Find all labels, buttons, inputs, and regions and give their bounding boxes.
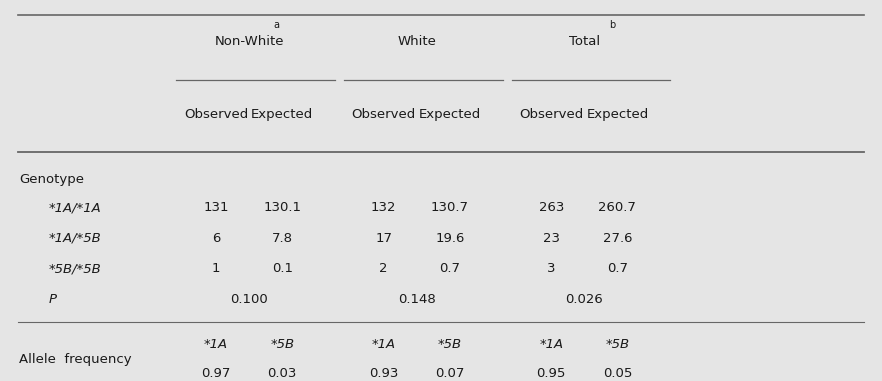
Text: 130.1: 130.1 — [263, 201, 302, 214]
Text: *5B: *5B — [270, 338, 295, 351]
Text: 6: 6 — [212, 232, 220, 245]
Text: 131: 131 — [204, 201, 228, 214]
Text: *5B/*5B: *5B/*5B — [49, 262, 101, 275]
Text: 0.07: 0.07 — [435, 367, 465, 380]
Text: Total: Total — [569, 35, 600, 48]
Text: 130.7: 130.7 — [430, 201, 469, 214]
Text: 132: 132 — [371, 201, 396, 214]
Text: b: b — [609, 20, 616, 30]
Text: 0.7: 0.7 — [607, 262, 628, 275]
Text: P: P — [49, 293, 56, 306]
Text: 260.7: 260.7 — [599, 201, 636, 214]
Text: 0.95: 0.95 — [536, 367, 566, 380]
Text: *1A/*5B: *1A/*5B — [49, 232, 101, 245]
Text: 0.1: 0.1 — [272, 262, 293, 275]
Text: 27.6: 27.6 — [602, 232, 632, 245]
Text: *5B: *5B — [437, 338, 462, 351]
Text: Expected: Expected — [419, 108, 481, 121]
Text: Observed: Observed — [184, 108, 248, 121]
Text: 2: 2 — [379, 262, 388, 275]
Text: White: White — [397, 35, 437, 48]
Text: 0.97: 0.97 — [201, 367, 231, 380]
Text: *1A: *1A — [371, 338, 396, 351]
Text: Expected: Expected — [587, 108, 648, 121]
Text: 7.8: 7.8 — [272, 232, 293, 245]
Text: 19.6: 19.6 — [435, 232, 465, 245]
Text: 17: 17 — [375, 232, 392, 245]
Text: 0.03: 0.03 — [267, 367, 297, 380]
Text: 0.05: 0.05 — [602, 367, 632, 380]
Text: Observed: Observed — [352, 108, 415, 121]
Text: Expected: Expected — [251, 108, 313, 121]
Text: 23: 23 — [542, 232, 560, 245]
Text: 0.7: 0.7 — [439, 262, 460, 275]
Text: Genotype: Genotype — [19, 173, 85, 186]
Text: 0.148: 0.148 — [398, 293, 436, 306]
Text: 0.93: 0.93 — [369, 367, 399, 380]
Text: a: a — [273, 20, 280, 30]
Text: 3: 3 — [547, 262, 556, 275]
Text: Allele  frequency: Allele frequency — [19, 352, 132, 366]
Text: *1A: *1A — [204, 338, 228, 351]
Text: 0.100: 0.100 — [230, 293, 268, 306]
Text: *1A/*1A: *1A/*1A — [49, 201, 101, 214]
Text: *5B: *5B — [605, 338, 630, 351]
Text: *1A: *1A — [539, 338, 564, 351]
Text: 1: 1 — [212, 262, 220, 275]
Text: 0.026: 0.026 — [565, 293, 603, 306]
Text: Observed: Observed — [519, 108, 583, 121]
Text: Non-White: Non-White — [214, 35, 284, 48]
Text: 263: 263 — [539, 201, 564, 214]
